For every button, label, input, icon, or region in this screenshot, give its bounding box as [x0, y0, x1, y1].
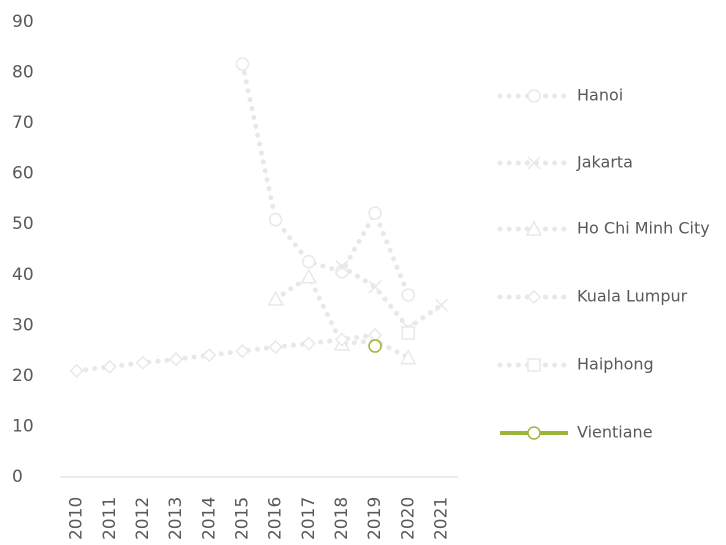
data-point	[267, 290, 284, 306]
data-point	[301, 336, 316, 351]
y-tick-label: 0	[12, 467, 23, 487]
data-point	[434, 298, 448, 312]
legend-label: Kuala Lumpur	[577, 287, 688, 306]
data-point	[335, 260, 349, 274]
x-tick-label: 2021	[431, 497, 451, 540]
series-line	[339, 264, 444, 332]
x-tick-label: 2018	[332, 497, 352, 540]
data-point	[368, 206, 382, 220]
data-point	[268, 212, 283, 227]
x-tick-label: 2017	[299, 497, 319, 540]
data-point	[102, 359, 117, 374]
x-tick-label: 2016	[266, 497, 286, 540]
data-point	[69, 363, 84, 378]
legend-label: Vientiane	[577, 423, 653, 442]
x-tick-label: 2014	[199, 497, 219, 540]
x-tick-label: 2012	[133, 497, 153, 540]
data-point	[202, 348, 217, 363]
data-point	[368, 280, 382, 294]
legend-marker	[527, 426, 541, 440]
y-tick-label: 90	[12, 12, 34, 32]
data-point	[235, 57, 250, 71]
y-tick-label: 60	[12, 164, 34, 184]
data-point	[302, 254, 316, 269]
data-point	[401, 326, 415, 340]
x-tick-label: 2010	[67, 497, 87, 540]
data-point	[300, 268, 318, 284]
series-line	[239, 61, 411, 298]
data-point	[368, 339, 382, 353]
y-tick-label: 20	[12, 366, 34, 386]
y-tick-label: 80	[12, 63, 34, 83]
x-tick-label: 2013	[166, 497, 186, 540]
data-point	[399, 349, 417, 365]
legend-marker	[527, 358, 541, 372]
y-tick-label: 70	[12, 113, 34, 133]
series-line	[74, 332, 378, 374]
x-tick-label: 2020	[398, 497, 418, 540]
legend-label: Hanoi	[577, 86, 623, 105]
legend-label: Haiphong	[577, 355, 654, 374]
x-tick-label: 2011	[100, 497, 120, 540]
legend-marker	[525, 220, 543, 236]
legend-marker	[526, 289, 542, 305]
x-tick-label: 2015	[232, 497, 252, 540]
x-tick-label: 2019	[365, 497, 385, 540]
y-tick-label: 30	[12, 315, 34, 335]
y-tick-label: 10	[12, 416, 34, 436]
legend-marker	[527, 156, 541, 170]
legend: Hanoi Jakarta Ho Chi Minh City Kuala Lumpur…	[497, 86, 710, 442]
legend-label: Jakarta	[576, 153, 633, 172]
data-point	[135, 355, 150, 370]
legend-marker	[527, 89, 541, 103]
data-point	[169, 352, 184, 367]
data-point	[235, 344, 250, 359]
data-point	[401, 288, 415, 302]
y-tick-label: 50	[12, 214, 34, 234]
data-point	[334, 332, 349, 347]
legend-label: Ho Chi Minh City	[577, 219, 710, 238]
series-line	[273, 273, 411, 361]
y-tick-label: 40	[12, 265, 34, 285]
data-point	[268, 340, 283, 355]
